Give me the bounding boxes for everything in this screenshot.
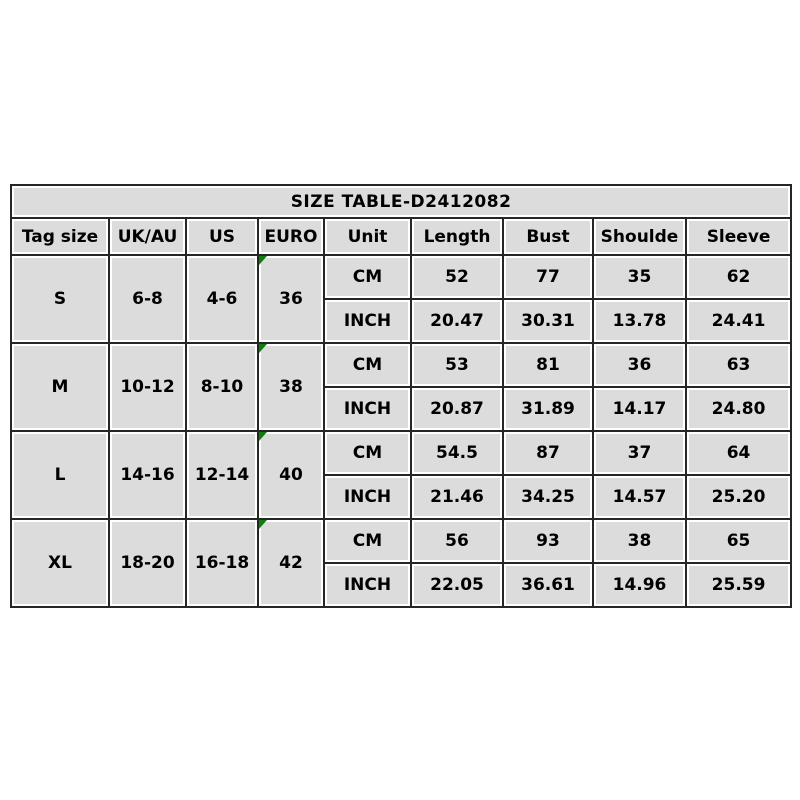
euro-cell: 42 bbox=[257, 518, 325, 608]
tag-size-cell: XL bbox=[10, 518, 110, 608]
table-row: INCH 20.87 31.89 14.17 24.80 bbox=[11, 386, 793, 432]
value-cell: 52 bbox=[410, 254, 504, 300]
value-cell: 81 bbox=[502, 342, 594, 388]
euro-value: 40 bbox=[279, 465, 303, 485]
uk-au-cell: 6-8 bbox=[108, 254, 187, 344]
table-row: XL 18-20 16-18 42 CM 56 93 38 65 bbox=[10, 518, 793, 608]
euro-value: 42 bbox=[279, 553, 303, 573]
value-cell: 30.31 bbox=[502, 298, 594, 344]
value-cell: 24.41 bbox=[684, 298, 793, 344]
value-cell: 62 bbox=[684, 254, 793, 300]
unit-cell: CM bbox=[323, 518, 412, 564]
unit-cell: CM bbox=[323, 254, 412, 300]
value-cell: 14.96 bbox=[592, 562, 687, 608]
euro-cell: 38 bbox=[257, 342, 325, 432]
value-cell: 65 bbox=[684, 518, 793, 564]
us-cell: 16-18 bbox=[185, 518, 259, 608]
value-cell: 34.25 bbox=[502, 474, 594, 520]
green-corner-marker-icon bbox=[260, 257, 267, 265]
value-cell: 37 bbox=[592, 430, 687, 476]
value-cell: 31.89 bbox=[502, 386, 594, 432]
header-tag-size: Tag size bbox=[10, 217, 110, 256]
unit-cell: CM bbox=[323, 430, 412, 476]
value-cell: 77 bbox=[502, 254, 594, 300]
header-uk-au: UK/AU bbox=[108, 217, 187, 256]
header-length: Length bbox=[410, 217, 504, 256]
value-cell: 63 bbox=[684, 342, 793, 388]
tag-size-cell: M bbox=[10, 342, 110, 432]
green-corner-marker-icon bbox=[260, 433, 267, 441]
us-cell: 4-6 bbox=[185, 254, 259, 344]
tag-size-cell: S bbox=[10, 254, 110, 344]
value-cell: 14.17 bbox=[592, 386, 687, 432]
value-cell: 20.47 bbox=[410, 298, 504, 344]
value-cell: 54.5 bbox=[410, 430, 504, 476]
unit-cell: INCH bbox=[323, 474, 412, 520]
value-cell: 38 bbox=[592, 518, 687, 564]
value-cell: 25.20 bbox=[684, 474, 793, 520]
euro-cell: 40 bbox=[257, 430, 325, 520]
value-cell: 35 bbox=[592, 254, 687, 300]
euro-cell: 36 bbox=[257, 254, 325, 344]
unit-cell: CM bbox=[323, 342, 412, 388]
us-cell: 8-10 bbox=[185, 342, 259, 432]
uk-au-cell: 10-12 bbox=[108, 342, 187, 432]
value-cell: 56 bbox=[410, 518, 504, 564]
header-us: US bbox=[185, 217, 259, 256]
table-row: Tag size UK/AU US EURO Unit Length Bust … bbox=[10, 217, 793, 256]
value-cell: 25.59 bbox=[684, 562, 793, 608]
table-row: INCH 21.46 34.25 14.57 25.20 bbox=[11, 474, 793, 520]
table-row: SIZE TABLE-D2412082 bbox=[9, 184, 793, 219]
header-unit: Unit bbox=[323, 217, 412, 256]
header-euro: EURO bbox=[257, 217, 325, 256]
value-cell: 53 bbox=[410, 342, 504, 388]
value-cell: 14.57 bbox=[592, 474, 687, 520]
uk-au-cell: 18-20 bbox=[108, 518, 187, 608]
us-cell: 12-14 bbox=[185, 430, 259, 520]
value-cell: 22.05 bbox=[410, 562, 504, 608]
value-cell: 24.80 bbox=[684, 386, 793, 432]
value-cell: 36.61 bbox=[502, 562, 594, 608]
green-corner-marker-icon bbox=[260, 521, 267, 529]
table-row: L 14-16 12-14 40 CM 54.5 87 37 64 bbox=[10, 430, 793, 520]
tag-size-cell: L bbox=[10, 430, 110, 520]
size-table: SIZE TABLE-D2412082 Tag size UK/AU US EU… bbox=[9, 184, 793, 608]
euro-value: 36 bbox=[279, 289, 303, 309]
value-cell: 20.87 bbox=[410, 386, 504, 432]
header-shoulder: Shoulde bbox=[592, 217, 687, 256]
value-cell: 13.78 bbox=[592, 298, 687, 344]
uk-au-cell: 14-16 bbox=[108, 430, 187, 520]
value-cell: 64 bbox=[684, 430, 793, 476]
header-sleeve: Sleeve bbox=[684, 217, 793, 256]
table-title: SIZE TABLE-D2412082 bbox=[9, 184, 793, 219]
euro-value: 38 bbox=[279, 377, 303, 397]
value-cell: 87 bbox=[502, 430, 594, 476]
unit-cell: INCH bbox=[323, 562, 412, 608]
table-row: INCH 22.05 36.61 14.96 25.59 bbox=[11, 562, 793, 608]
header-bust: Bust bbox=[502, 217, 594, 256]
table-row: M 10-12 8-10 38 CM 53 81 36 63 bbox=[10, 342, 793, 432]
unit-cell: INCH bbox=[323, 386, 412, 432]
value-cell: 36 bbox=[592, 342, 687, 388]
green-corner-marker-icon bbox=[260, 345, 267, 353]
value-cell: 21.46 bbox=[410, 474, 504, 520]
value-cell: 93 bbox=[502, 518, 594, 564]
table-row: S 6-8 4-6 36 CM 52 77 35 62 bbox=[10, 254, 793, 344]
unit-cell: INCH bbox=[323, 298, 412, 344]
table-row: INCH 20.47 30.31 13.78 24.41 bbox=[11, 298, 793, 344]
